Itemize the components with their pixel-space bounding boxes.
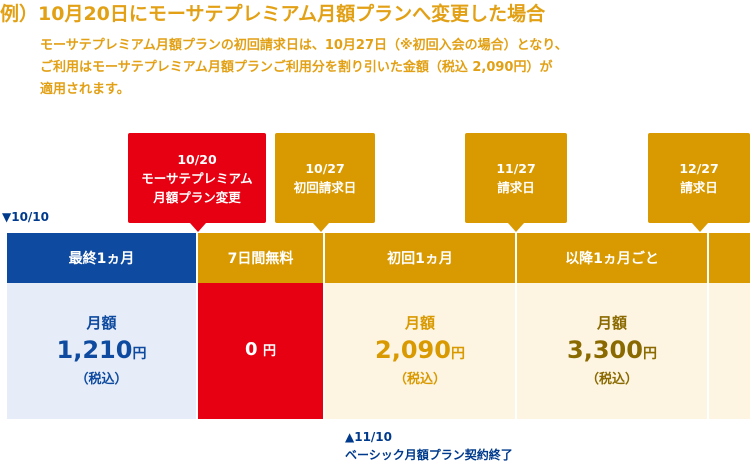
column-header-last-month: 最終1ヵ月 <box>7 233 196 283</box>
callout-date: 10/27 <box>305 161 345 176</box>
page-title: 例）10月20日にモーサテプレミアム月額プランへ変更した場合 <box>0 3 546 25</box>
price-cell-free-trial: 0 円 <box>198 283 323 419</box>
price-label: 月額 <box>86 314 117 332</box>
end-note: ▲11/10 ベーシック月額プラン契約終了 <box>345 428 513 464</box>
description-line: ご利用はモーサテプレミアム月額プランご利用分を割り引いた金額（税込 2,090円… <box>40 60 553 75</box>
callout-date: 12/27 <box>679 161 719 176</box>
price-cell-first-month: 月額 2,090円 （税込） <box>325 283 515 419</box>
callout-text: モーサテプレミアム <box>141 170 253 186</box>
price-value: 3,300円 <box>567 336 657 364</box>
price-cell-after: 月額 3,300円 （税込） <box>517 283 707 419</box>
start-date-label: ▼10/10 <box>2 210 50 224</box>
callout-date: 11/27 <box>496 161 536 176</box>
description: モーサテプレミアム月額プランの初回請求日は、10月27日（※初回入会の場合）とな… <box>40 35 730 101</box>
tax-note: （税込） <box>393 372 446 387</box>
column-header-first-month: 初回1ヵ月 <box>325 233 515 283</box>
price-label: 月額 <box>404 314 435 332</box>
callout-text: 請求日 <box>680 180 718 195</box>
callout-text: 月額プラン変更 <box>153 189 241 205</box>
callout-billing-nov: 11/27 請求日 <box>465 133 567 232</box>
column-header-after: 以降1ヵ月ごと <box>517 233 707 283</box>
callout-plan-change: 10/20 モーサテプレミアム 月額プラン変更 <box>128 133 266 232</box>
end-date: ▲11/10 <box>345 430 393 444</box>
price-label: 月額 <box>596 314 627 332</box>
tax-note: （税込） <box>75 372 128 387</box>
price-cell-last-month: 月額 1,210円 （税込） <box>7 283 196 419</box>
callout-billing-dec: 12/27 請求日 <box>648 133 750 232</box>
end-text: ベーシック月額プラン契約終了 <box>345 448 513 462</box>
price-value: 1,210円 <box>56 336 147 364</box>
price-cell-continuation <box>709 283 750 419</box>
callout-first-billing: 10/27 初回請求日 <box>275 133 375 232</box>
price-value: 2,090円 <box>375 336 465 364</box>
price-value: 0 円 <box>244 339 277 360</box>
callout-text: 初回請求日 <box>293 180 357 195</box>
tax-note: （税込） <box>585 372 638 387</box>
column-header-free-trial: 7日間無料 <box>198 233 323 283</box>
column-header-continuation <box>709 233 750 283</box>
callout-date: 10/20 <box>177 151 217 167</box>
callout-text: 請求日 <box>497 180 535 195</box>
description-line: モーサテプレミアム月額プランの初回請求日は、10月27日（※初回入会の場合）とな… <box>40 38 568 53</box>
description-line: 適用されます。 <box>40 82 130 97</box>
